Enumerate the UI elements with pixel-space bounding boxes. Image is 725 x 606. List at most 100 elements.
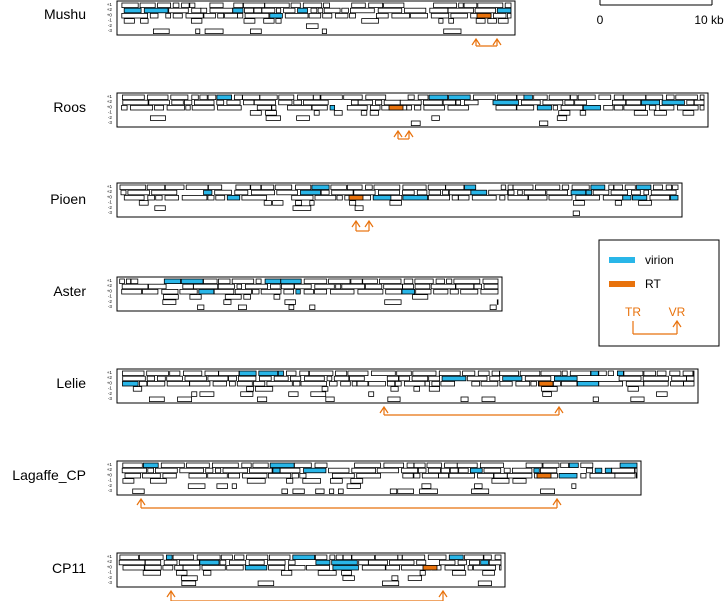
gene-box [226,99,241,106]
gene-box [442,189,449,196]
gene-box [199,94,208,100]
gene-box [469,559,480,566]
gene-box [463,99,479,106]
gene-box [383,462,404,468]
gene-box [542,391,552,397]
gene-box [385,288,403,295]
gene-box [435,278,446,284]
gene-box [519,370,541,376]
gene-box [450,12,468,19]
virion-gene-box [264,278,282,284]
gene-box [656,370,667,376]
gene-box [516,94,525,100]
gene-box [499,194,506,201]
genome-frame [116,182,683,218]
gene-box [444,462,458,468]
gene-box [241,194,267,201]
gene-box [231,278,255,284]
legend-tr-vr-connector [632,319,682,335]
gene-box [634,467,638,474]
frame-label: -3 [108,396,113,401]
gene-box [235,184,251,190]
gene-box [122,565,145,571]
frame-label: -2 [108,205,113,210]
genome-name: CP11 [52,560,86,576]
gene-box [246,386,254,392]
gene-box [224,12,238,19]
gene-box [189,294,202,300]
gene-box [328,467,350,474]
gene-box [223,299,232,305]
gene-box [251,189,276,196]
gene-box [243,18,256,24]
genome-frame [116,92,709,128]
gene-box [149,478,167,484]
virion-gene-box [604,467,612,474]
gene-box [445,184,465,190]
gene-box [193,99,215,106]
gene-box [182,283,194,290]
legend-swatch-virion [609,257,635,263]
gene-box [423,105,445,111]
gene-box [528,194,548,201]
virion-gene-box [280,278,302,284]
gene-box [250,184,262,190]
gene-box [179,467,204,474]
virion-gene-box [536,105,552,111]
gene-box [330,288,355,295]
gene-box [412,370,437,376]
gene-box [540,370,562,376]
gene-box [669,370,681,376]
gene-box [166,105,185,111]
gene-box [623,370,644,376]
gene-box [422,99,443,106]
gene-box [166,375,183,382]
gene-box [368,380,386,387]
gene-box [163,294,179,300]
gene-box [237,375,257,382]
gene-box [610,189,628,196]
gene-box [417,467,427,474]
gene-box [288,565,306,571]
gene-box [312,94,321,100]
gene-box [497,94,517,100]
gene-box [391,12,410,19]
gene-box [354,205,364,211]
virion-gene-box [585,189,593,196]
gene-box [383,99,401,106]
gene-box [164,184,185,190]
gene-box [548,194,573,201]
gene-box [283,288,294,295]
gene-box [493,12,507,19]
gene-box [608,184,614,190]
virion-gene-box [469,467,483,474]
gene-box [394,380,402,387]
gene-box [448,189,472,196]
gene-box [271,105,277,111]
genome-name: Roos [53,99,86,115]
frame-label: -1 [108,570,113,575]
virion-gene-box [448,554,464,560]
frame-label: -1 [108,478,113,483]
gene-box [310,7,318,14]
gene-box [360,110,368,116]
gene-box [333,110,343,116]
gene-box [286,478,294,484]
gene-box [217,12,224,19]
frame-label: -3 [108,304,113,309]
frame-label: +1 [107,554,113,559]
gene-box [179,288,198,295]
gene-box [448,18,454,24]
gene-box [477,580,492,586]
gene-box [181,194,208,201]
gene-box [375,12,389,19]
gene-box [402,283,414,290]
gene-box [341,7,349,14]
genome-frame [116,460,642,496]
gene-box [613,184,624,190]
gene-box [118,559,146,566]
tr-arrow [393,129,403,138]
genome-panel: Lagaffe_CP +1+2+0-1-2-3 [12,460,642,509]
gene-box [288,304,295,310]
gene-box [132,488,145,494]
